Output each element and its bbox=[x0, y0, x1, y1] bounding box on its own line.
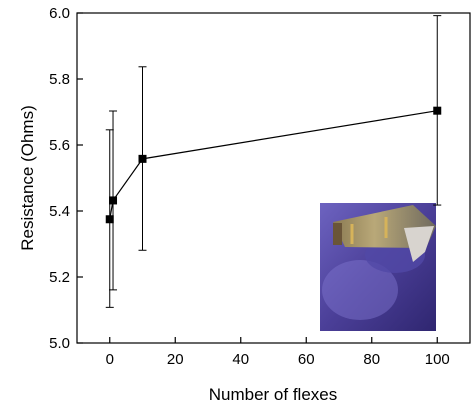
plot-frame bbox=[76, 12, 471, 344]
x-tick-label: 40 bbox=[232, 351, 249, 368]
inset-glove-highlight bbox=[322, 260, 398, 320]
y-tick-label: 5.2 bbox=[49, 269, 70, 286]
ticks bbox=[77, 12, 438, 344]
x-tick-label: 100 bbox=[425, 351, 450, 368]
y-tick-label: 5.8 bbox=[49, 71, 70, 88]
y-axis-label: Resistance (Ohms) bbox=[18, 105, 37, 250]
x-tick-label: 0 bbox=[106, 351, 114, 368]
y-tick-label: 6.0 bbox=[49, 5, 70, 22]
inset-photo bbox=[320, 203, 436, 331]
axes bbox=[76, 12, 471, 344]
tick-labels: 0 20 40 60 80 100 5.0 5.2 5.4 5.6 5.8 6.0 bbox=[49, 5, 450, 368]
x-tick-label: 20 bbox=[167, 351, 184, 368]
series-polyline bbox=[109, 110, 438, 220]
data-point bbox=[109, 196, 118, 205]
data-point bbox=[138, 154, 147, 163]
data-point bbox=[433, 106, 442, 115]
x-tick-label: 60 bbox=[298, 351, 315, 368]
y-tick-label: 5.6 bbox=[49, 137, 70, 154]
inset-strip-clip bbox=[333, 223, 342, 245]
x-axis-label: Number of flexes bbox=[209, 385, 338, 404]
series-line bbox=[109, 110, 438, 220]
x-tick-label: 80 bbox=[363, 351, 380, 368]
data-point bbox=[105, 215, 114, 224]
y-tick-label: 5.4 bbox=[49, 203, 70, 220]
y-tick-label: 5.0 bbox=[49, 335, 70, 352]
inset-strip-edge bbox=[404, 226, 434, 262]
markers bbox=[105, 106, 442, 224]
